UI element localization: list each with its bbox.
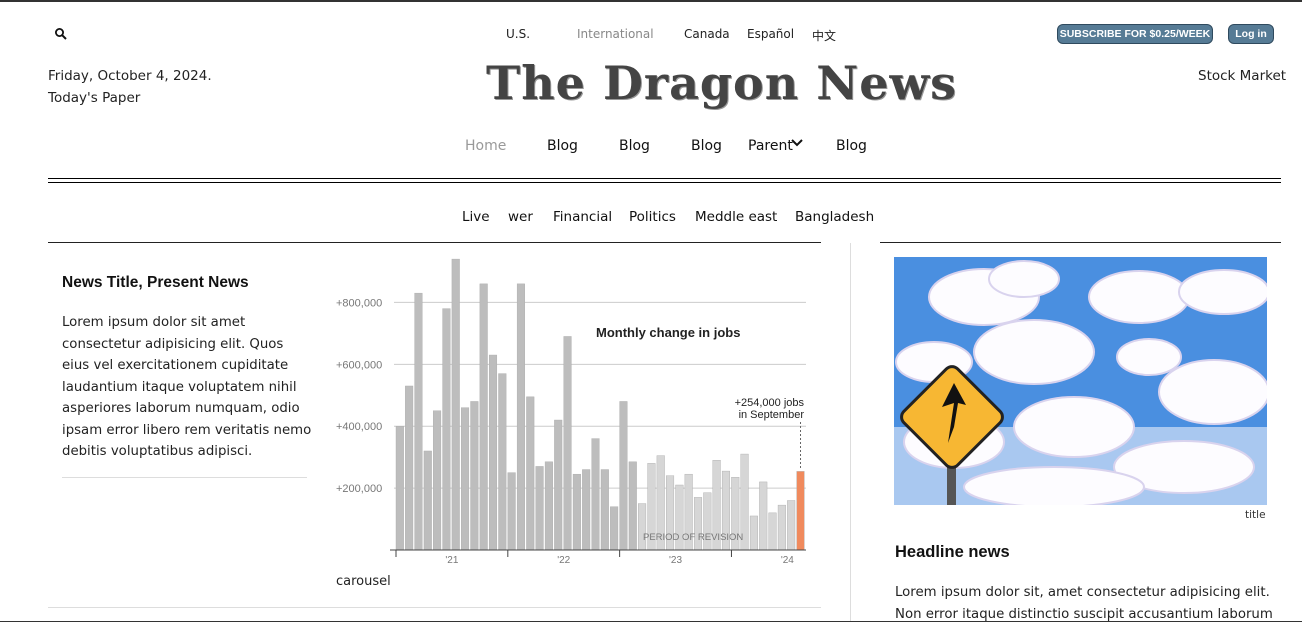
chart-bar [498, 373, 507, 551]
chart-bar [451, 258, 460, 551]
chart-bar [628, 461, 637, 551]
chart-bar [787, 500, 796, 551]
chart-title: Monthly change in jobs [596, 325, 740, 340]
nav-blog-2[interactable]: Blog [619, 138, 650, 154]
chart-bar [488, 354, 498, 551]
edition-us[interactable]: U.S. [506, 27, 531, 41]
section-politics[interactable]: Politics [629, 209, 676, 225]
chart-bar [461, 407, 470, 551]
column-separator [850, 243, 851, 622]
chart-bar [768, 512, 777, 551]
chart-bar [414, 292, 423, 551]
chart-annotation-line2: in September [739, 409, 805, 421]
chart-bar [470, 401, 479, 551]
chart-bar [749, 515, 758, 551]
chart-bar [395, 426, 404, 551]
chart-bar [405, 385, 414, 551]
section-middle-east[interactable]: Meddle east [695, 209, 778, 225]
chart-bar [600, 469, 609, 551]
edition-espanol[interactable]: Español [747, 27, 795, 41]
news-card-title[interactable]: News Title, Present News [62, 274, 249, 291]
image-caption: title [1245, 509, 1266, 521]
nav-blog-4[interactable]: Blog [836, 138, 867, 154]
todays-paper-link[interactable]: Today's Paper [48, 90, 141, 106]
news-card-divider [62, 477, 307, 478]
section-wer[interactable]: wer [508, 209, 533, 225]
login-button[interactable]: Log in [1228, 24, 1274, 44]
chart-bar [610, 506, 619, 551]
chart-bar [554, 419, 563, 551]
chart-bar [777, 504, 786, 551]
y-tick-label: +800,000 [336, 297, 382, 309]
current-date: Friday, October 4, 2024. [48, 68, 212, 84]
chart-bar [479, 283, 488, 551]
headline-title[interactable]: Headline news [895, 543, 1010, 561]
subscribe-button[interactable]: SUBSCRIBE FOR $0.25/WEEK [1057, 24, 1213, 44]
nav-blog-3[interactable]: Blog [691, 138, 722, 154]
chart-bar [442, 308, 451, 551]
news-card-body: Lorem ipsum dolor sit amet consectetur a… [62, 315, 312, 459]
headline-body: Lorem ipsum dolor sit, amet consectetur … [895, 585, 1273, 622]
nav-blog-1[interactable]: Blog [547, 138, 578, 154]
chart-bar [796, 471, 805, 551]
chart-bar [433, 410, 442, 551]
chart-bar [507, 472, 516, 551]
search-icon[interactable] [54, 26, 68, 45]
x-tick-label: '21 [445, 555, 458, 566]
carousel-label: carousel [336, 574, 391, 589]
chart-bar [526, 396, 535, 551]
y-tick-label: +600,000 [336, 359, 382, 371]
chart-bar [582, 469, 591, 551]
section-live[interactable]: Live [462, 209, 490, 225]
y-tick-label: +200,000 [336, 483, 382, 495]
chart-bar [638, 503, 647, 551]
y-tick-label: +400,000 [336, 421, 382, 433]
header-divider-top [48, 178, 1281, 179]
section-financial[interactable]: Financial [553, 209, 613, 225]
x-tick-label: '23 [669, 555, 682, 566]
edition-chinese[interactable]: 中文 [812, 29, 837, 43]
chart-bar [572, 473, 581, 551]
chart-bar [563, 336, 572, 551]
chart-bar [423, 450, 432, 551]
chart-bar [759, 481, 768, 551]
revision-label: PERIOD OF REVISION [643, 532, 743, 543]
section-bangladesh[interactable]: Bangladesh [795, 209, 875, 225]
side-column-divider [880, 242, 1281, 243]
nav-parent[interactable]: Parent [748, 138, 793, 154]
chart-bar [619, 401, 628, 551]
chart-bar [516, 283, 525, 551]
chart-bar [591, 438, 600, 551]
x-tick-label: '24 [781, 555, 794, 566]
nav-home[interactable]: Home [465, 138, 507, 154]
x-tick-label: '22 [557, 555, 570, 566]
site-logo[interactable]: The Dragon News [486, 56, 958, 110]
chart-bar [535, 466, 544, 551]
chart-bar [544, 461, 553, 551]
main-bottom-divider [48, 607, 821, 608]
chart-annotation-line1: +254,000 jobs [735, 397, 805, 409]
featured-image[interactable] [894, 257, 1267, 505]
jobs-chart: +800,000 +600,000 +400,000 +200,000 '21 '22 '2… [330, 256, 810, 566]
main-column-divider [48, 242, 821, 243]
header-divider-bottom [48, 182, 1281, 183]
edition-international[interactable]: International [577, 27, 654, 41]
stock-market-link[interactable]: Stock Market [1198, 68, 1287, 84]
edition-canada[interactable]: Canada [684, 27, 730, 41]
chevron-down-icon[interactable] [790, 137, 804, 153]
